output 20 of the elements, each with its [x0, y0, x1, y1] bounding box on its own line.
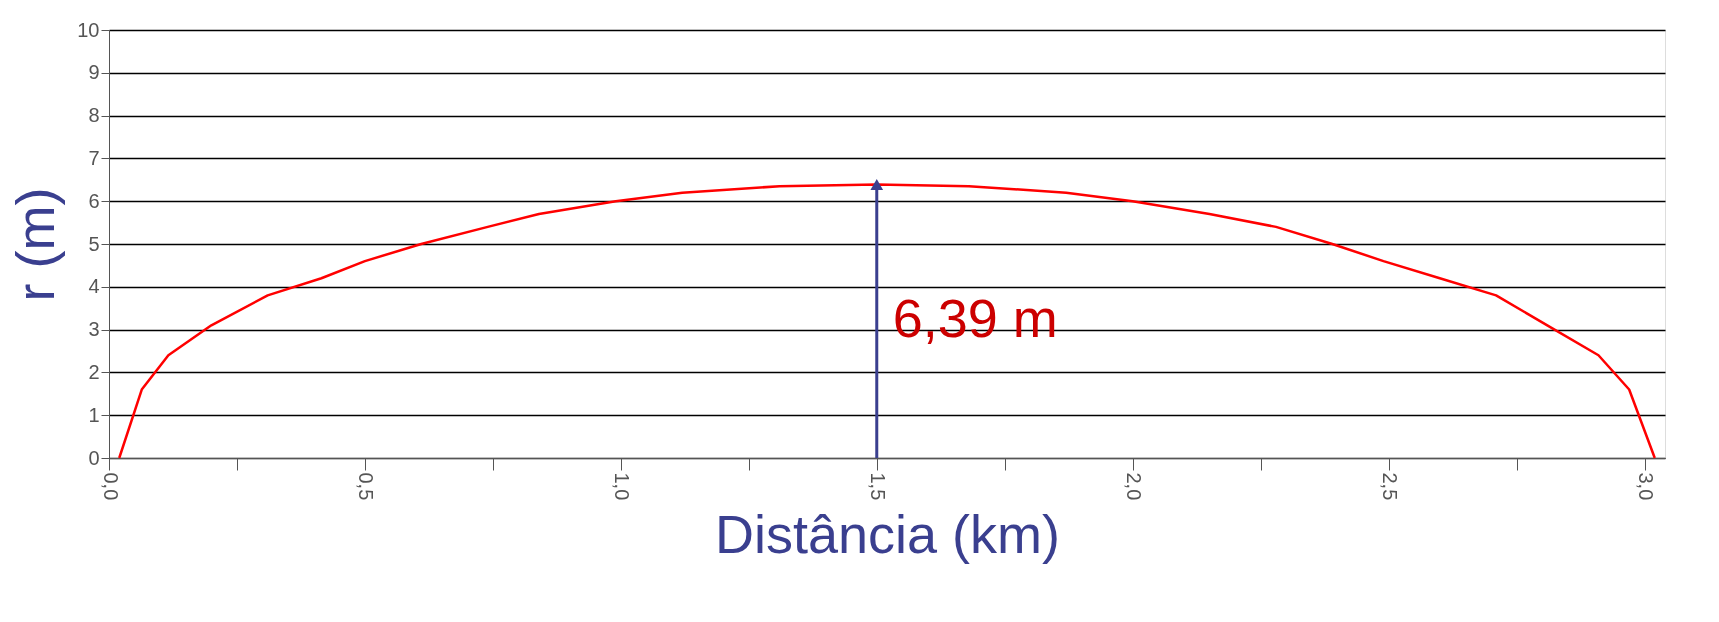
y-tick-label: 1 — [88, 403, 100, 426]
y-tick-label: 7 — [88, 146, 100, 169]
x-tick-label: 1,0 — [611, 472, 634, 501]
x-tick-label: 0,5 — [355, 472, 378, 501]
y-tick-label: 0 — [88, 446, 100, 469]
x-tick-label: 3,0 — [1635, 472, 1658, 501]
x-tick-label: 2,5 — [1379, 472, 1402, 501]
x-tick-label: 1,5 — [867, 472, 890, 501]
x-axis-title: Distância (km) — [714, 504, 1061, 565]
x-tick-label: 2,0 — [1123, 472, 1146, 501]
y-tick-label: 6 — [88, 189, 100, 212]
y-axis-title: r (m) — [5, 187, 66, 302]
y-tick-label: 8 — [88, 104, 100, 127]
y-tick-label: 9 — [88, 61, 100, 84]
y-tick-label: 5 — [88, 232, 100, 255]
y-tick-label: 2 — [88, 360, 100, 383]
y-tick-label: 10 — [77, 18, 100, 41]
x-tick-label: 0,0 — [99, 472, 122, 501]
y-tick-label: 3 — [88, 318, 100, 341]
y-tick-label: 4 — [88, 275, 100, 298]
